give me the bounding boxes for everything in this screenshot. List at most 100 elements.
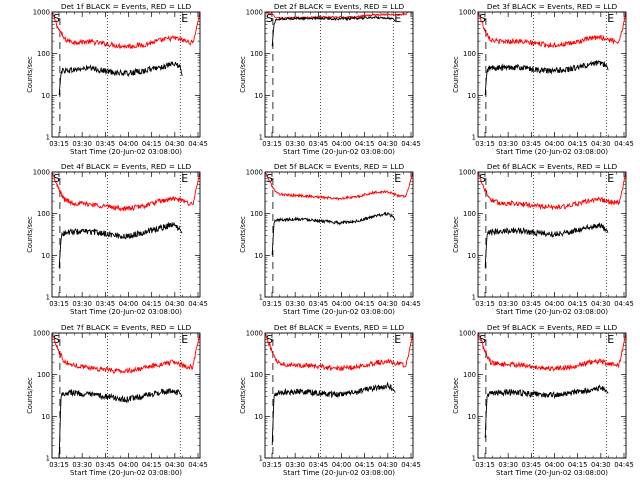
event-rate-line — [271, 211, 396, 256]
event-rate-line — [484, 222, 609, 268]
x-tick-label: 04:00 — [545, 461, 565, 469]
x-tick-label: 04:45 — [401, 140, 421, 148]
lld-rate-line — [265, 172, 413, 202]
x-tick-label: 03:30 — [498, 140, 518, 148]
y-tick-label: 10 — [467, 413, 476, 421]
x-tick-label: 04:45 — [401, 461, 421, 469]
x-tick-label: 04:30 — [591, 300, 611, 308]
x-tick-label: 03:45 — [309, 300, 329, 308]
y-axis-label: Counts/sec — [239, 56, 247, 93]
y-tick-label: 10 — [254, 413, 263, 421]
x-tick-label: 03:30 — [72, 140, 92, 148]
x-tick-label: 03:15 — [475, 461, 495, 469]
y-axis-label: Counts/sec — [239, 216, 247, 253]
x-tick-label: 03:30 — [285, 140, 305, 148]
lld-rate-line — [478, 12, 626, 49]
x-tick-label: 03:30 — [285, 461, 305, 469]
x-tick-label: 04:30 — [378, 140, 398, 148]
x-tick-label: 03:45 — [96, 461, 116, 469]
event-rate-line — [484, 384, 609, 438]
x-tick-label: 04:45 — [614, 300, 634, 308]
x-tick-label: 03:45 — [522, 300, 542, 308]
start-marker: S — [266, 333, 273, 346]
x-tick-label: 03:15 — [262, 461, 282, 469]
x-axis-label: Start Time (20-Jun-02 03:08:00) — [496, 148, 608, 156]
event-rate-line — [271, 15, 396, 47]
series-group — [478, 12, 626, 96]
x-tick-label: 03:45 — [309, 140, 329, 148]
end-marker: E — [607, 12, 614, 25]
x-tick-label: 03:30 — [72, 461, 92, 469]
y-tick-label: 1000 — [33, 169, 50, 177]
y-tick-label: 100 — [463, 50, 476, 58]
x-tick-label: 04:15 — [568, 140, 588, 148]
x-tick-label: 03:45 — [96, 300, 116, 308]
plot-frame — [477, 332, 627, 459]
y-tick-label: 10 — [467, 92, 476, 100]
x-tick-label: 04:00 — [332, 461, 352, 469]
event-rate-line — [58, 221, 183, 268]
plot-frame — [477, 11, 627, 138]
panel-title: Det 2f BLACK = Events, RED = LLD — [274, 2, 405, 11]
panel-title: Det 6f BLACK = Events, RED = LLD — [487, 162, 618, 171]
x-tick-label: 04:15 — [355, 461, 375, 469]
y-axis-label: Counts/sec — [26, 377, 34, 414]
panel-title: Det 8f BLACK = Events, RED = LLD — [274, 323, 405, 332]
panel-title: Det 7f BLACK = Events, RED = LLD — [61, 323, 192, 332]
event-rate-line — [271, 381, 396, 446]
x-axis-label: Start Time (20-Jun-02 03:08:00) — [70, 469, 182, 477]
y-tick-label: 1000 — [33, 330, 50, 338]
x-tick-label: 04:00 — [545, 300, 565, 308]
x-tick-label: 04:15 — [142, 461, 162, 469]
y-axis-label: Counts/sec — [452, 377, 460, 414]
y-tick-label: 100 — [463, 371, 476, 379]
x-axis-label: Start Time (20-Jun-02 03:08:00) — [283, 308, 395, 316]
end-marker: E — [394, 172, 401, 185]
x-tick-label: 04:00 — [332, 140, 352, 148]
x-tick-label: 04:15 — [568, 300, 588, 308]
x-tick-label: 04:15 — [568, 461, 588, 469]
x-axis-label: Start Time (20-Jun-02 03:08:00) — [283, 148, 395, 156]
end-marker: E — [394, 333, 401, 346]
x-tick-label: 04:45 — [614, 461, 634, 469]
y-axis-label: Counts/sec — [239, 377, 247, 414]
lld-rate-line — [52, 333, 200, 374]
y-tick-label: 1000 — [33, 9, 50, 17]
lld-rate-line — [478, 172, 626, 211]
x-tick-label: 04:45 — [188, 461, 208, 469]
x-tick-label: 03:30 — [498, 300, 518, 308]
series-group — [52, 12, 200, 96]
series-group — [52, 172, 200, 268]
y-tick-label: 100 — [250, 371, 263, 379]
panel-det-7: Det 7f BLACK = Events, RED = LLD 1 10 100 10… — [26, 323, 208, 477]
x-tick-label: 04:15 — [142, 140, 162, 148]
plot-frame — [477, 171, 627, 298]
end-marker: E — [181, 172, 188, 185]
start-marker: S — [53, 333, 60, 346]
x-tick-label: 04:30 — [591, 140, 611, 148]
panel-det-3: Det 3f BLACK = Events, RED = LLD 1 10 100 10… — [452, 2, 634, 156]
end-marker: E — [607, 333, 614, 346]
y-tick-label: 10 — [41, 252, 50, 260]
y-axis-label: Counts/sec — [452, 56, 460, 93]
panel-title: Det 9f BLACK = Events, RED = LLD — [487, 323, 618, 332]
start-marker: S — [266, 12, 273, 25]
end-marker: E — [181, 333, 188, 346]
panel-det-9: Det 9f BLACK = Events, RED = LLD 1 10 100 10… — [452, 323, 634, 477]
y-tick-label: 1 — [259, 134, 263, 142]
y-axis-label: Counts/sec — [452, 216, 460, 253]
y-tick-label: 10 — [467, 252, 476, 260]
x-axis-label: Start Time (20-Jun-02 03:08:00) — [283, 469, 395, 477]
panel-det-4: Det 4f BLACK = Events, RED = LLD 1 10 100 10… — [26, 162, 208, 316]
y-tick-label: 1 — [472, 134, 476, 142]
plot-frame — [51, 11, 201, 138]
panel-title: Det 5f BLACK = Events, RED = LLD — [274, 162, 405, 171]
x-tick-label: 03:15 — [49, 140, 69, 148]
end-marker: E — [394, 12, 401, 25]
y-tick-label: 100 — [37, 371, 50, 379]
y-tick-label: 1000 — [459, 9, 476, 17]
series-group — [52, 333, 200, 458]
start-marker: S — [53, 172, 60, 185]
y-tick-label: 1000 — [459, 169, 476, 177]
